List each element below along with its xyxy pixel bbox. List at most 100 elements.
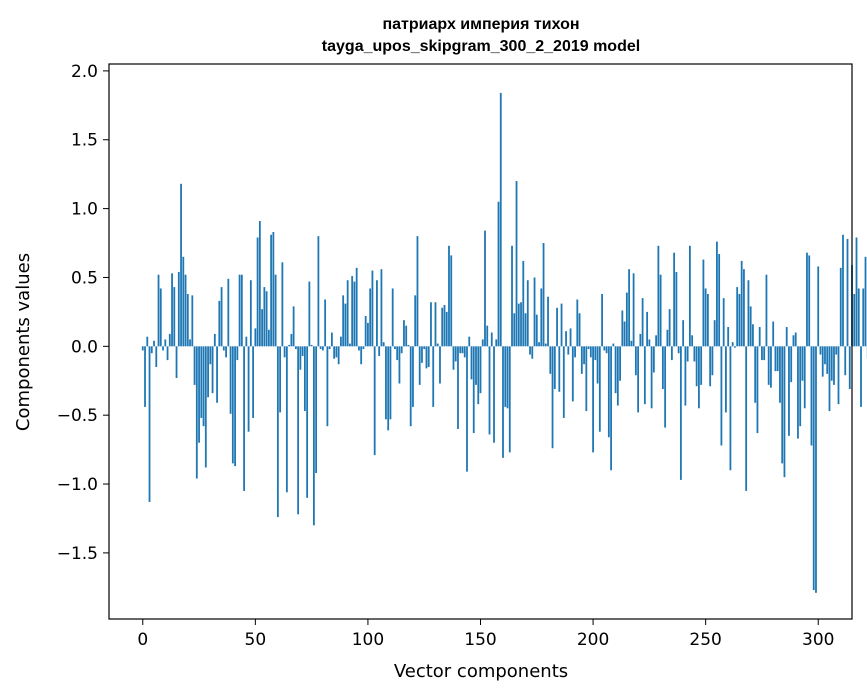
bar-component-162	[506, 346, 509, 409]
bar-component-113	[396, 346, 399, 361]
bar-component-115	[400, 346, 403, 354]
bar-component-161	[504, 346, 507, 407]
bar-component-135	[445, 311, 448, 347]
y-tick-label-7: 2.0	[71, 62, 98, 82]
bar-component-302	[821, 346, 824, 377]
bar-component-150	[479, 346, 482, 394]
bar-component-284	[781, 346, 784, 464]
bar-component-238	[677, 346, 680, 354]
bar-component-236	[673, 252, 676, 347]
bar-component-210	[614, 346, 617, 394]
bar-component-87	[337, 346, 340, 365]
bar-component-213	[621, 310, 624, 347]
bar-component-41	[234, 346, 236, 467]
bar-component-15	[175, 346, 178, 378]
bar-component-218	[632, 273, 635, 347]
bar-component-320	[862, 288, 865, 347]
bar-component-121	[414, 295, 417, 347]
bar-component-188	[565, 331, 567, 347]
bar-component-128	[430, 302, 432, 347]
bar-component-147	[472, 346, 475, 434]
bar-component-45	[243, 346, 245, 491]
y-tick-label-5: 1.0	[71, 200, 98, 220]
bar-component-78	[317, 236, 320, 347]
bar-component-182	[551, 346, 554, 449]
bar-component-114	[398, 346, 401, 384]
bar-component-16	[177, 271, 180, 347]
bar-component-24	[195, 346, 198, 479]
bar-component-77	[315, 346, 318, 474]
bar-component-186	[560, 303, 563, 347]
bar-component-283	[779, 346, 781, 403]
bar-component-222	[641, 298, 644, 347]
bar-component-200	[592, 346, 594, 453]
bar-component-116	[403, 320, 405, 347]
bar-component-138	[452, 346, 455, 370]
bar-component-293	[801, 346, 804, 381]
bar-component-308	[835, 346, 838, 355]
bar-component-54	[263, 287, 266, 347]
bar-component-245	[693, 346, 696, 362]
bar-component-32	[213, 333, 216, 347]
bar-component-190	[569, 328, 572, 347]
bar-component-194	[578, 313, 581, 347]
bar-component-75	[310, 344, 313, 347]
bar-component-180	[547, 296, 549, 347]
bar-component-70	[299, 346, 302, 370]
bar-component-96	[358, 346, 360, 351]
bar-component-276	[763, 346, 766, 361]
chart-title-line-2: tayga_upos_skipgram_300_2_2019 model	[322, 38, 640, 55]
y-tick-label-2: −0.5	[57, 406, 98, 426]
bar-component-80	[321, 346, 324, 351]
bar-component-249	[702, 259, 705, 347]
bar-component-196	[583, 346, 585, 365]
bar-component-243	[688, 245, 691, 347]
bar-component-312	[844, 346, 847, 376]
bar-component-189	[567, 346, 570, 355]
bar-component-62	[281, 262, 284, 347]
bar-component-183	[553, 346, 556, 390]
bar-component-125	[423, 346, 426, 350]
bar-component-9	[162, 346, 164, 351]
bar-component-262	[731, 342, 734, 347]
bar-component-148	[475, 346, 477, 385]
bar-component-217	[630, 340, 633, 347]
bar-component-11	[166, 346, 169, 361]
bar-component-204	[601, 293, 603, 347]
bar-component-25	[198, 346, 200, 443]
bar-component-107	[382, 342, 385, 347]
bar-component-46	[245, 336, 248, 347]
bar-component-127	[427, 346, 430, 367]
bar-component-73	[306, 346, 309, 498]
bar-component-18	[182, 256, 185, 347]
bar-component-223	[643, 346, 646, 405]
bar-component-146	[470, 346, 473, 380]
bar-component-259	[725, 346, 727, 413]
bar-component-209	[612, 343, 615, 347]
bar-component-52	[258, 221, 261, 347]
bar-component-26	[200, 346, 203, 418]
bar-component-318	[857, 288, 860, 347]
bar-component-144	[466, 346, 468, 472]
bar-component-265	[738, 293, 741, 347]
bar-component-314	[848, 346, 851, 390]
bar-component-307	[833, 346, 835, 385]
bar-component-53	[261, 309, 263, 347]
bar-component-132	[439, 346, 441, 384]
bar-component-39	[229, 346, 232, 414]
bar-component-252	[709, 346, 712, 387]
bar-component-82	[326, 346, 329, 427]
bar-component-224	[646, 311, 649, 347]
bar-component-111	[391, 288, 394, 347]
bar-component-141	[459, 346, 462, 354]
bar-component-175	[535, 314, 538, 347]
x-tick-label-0: 0	[137, 630, 148, 650]
bar-component-215	[625, 292, 628, 347]
bar-component-253	[711, 346, 714, 376]
bars-group	[141, 92, 867, 593]
bar-component-250	[704, 288, 707, 347]
bar-component-295	[806, 252, 808, 347]
y-tick-label-3: 0.0	[71, 337, 98, 357]
bar-component-6	[155, 346, 158, 367]
